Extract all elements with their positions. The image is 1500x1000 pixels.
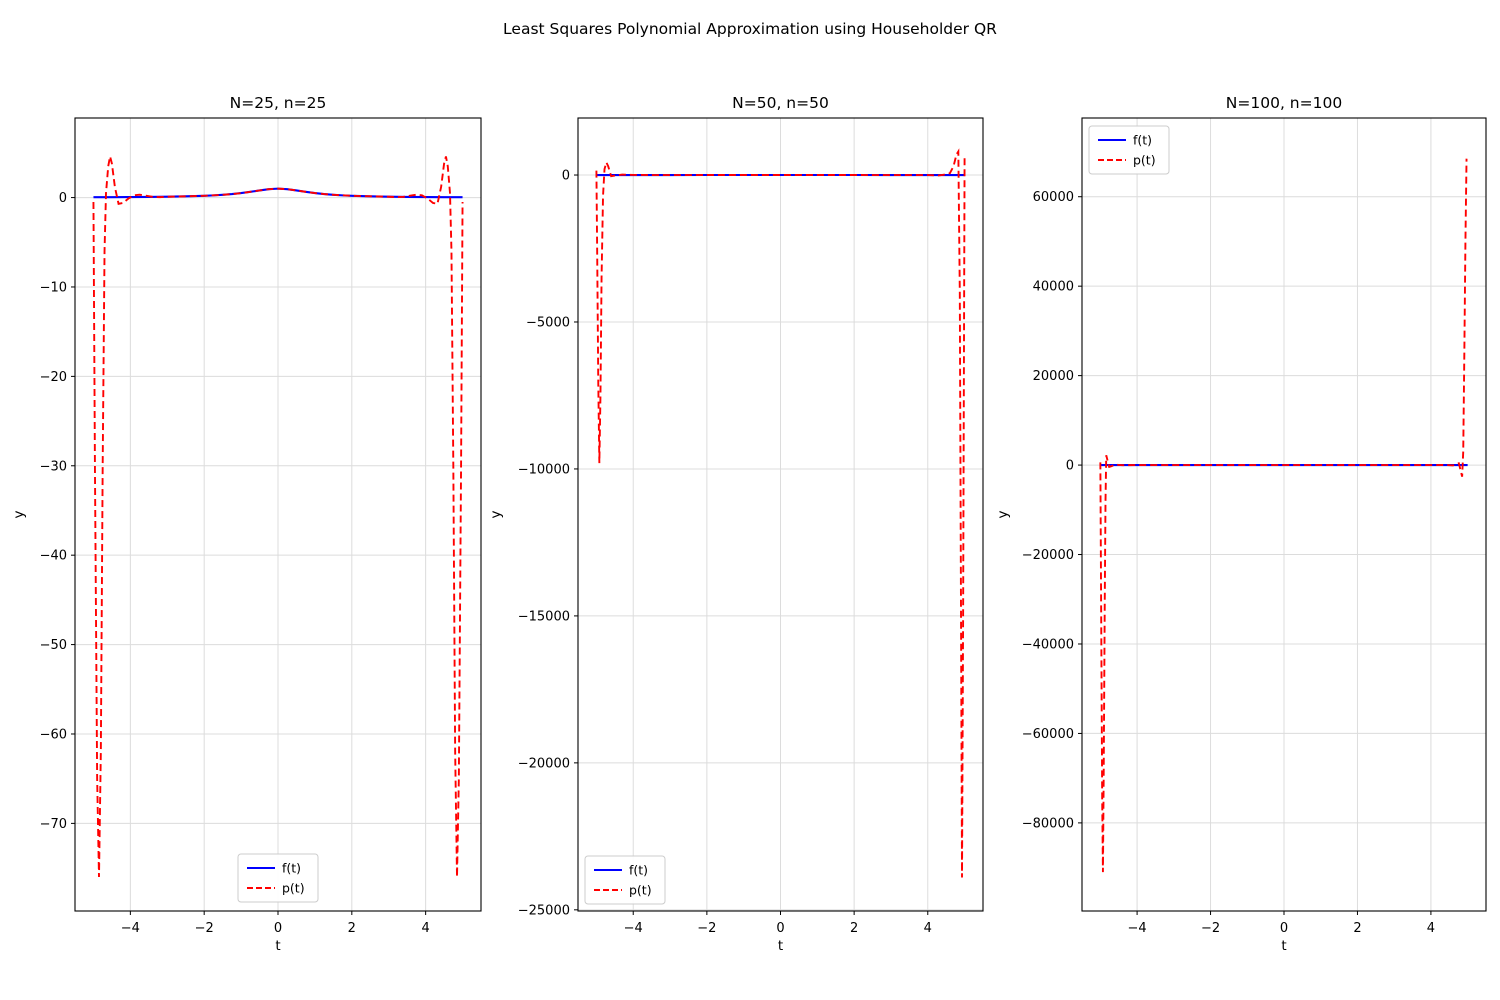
legend-label-pt: p(t) [282,881,305,896]
x-axis-label: t [778,938,783,954]
y-tick-label: 40000 [1033,280,1074,295]
x-tick-label: −4 [121,921,140,936]
y-tick-label: 0 [1066,459,1074,474]
x-tick-label: −2 [1201,921,1220,936]
x-tick-label: 2 [348,921,356,936]
y-tick-label: −70 [40,817,67,832]
legend-label-ft: f(t) [629,863,648,878]
x-tick-label: 0 [274,921,282,936]
legend-box [1088,125,1170,175]
x-tick-label: 2 [1353,921,1361,936]
legend: f(t) p(t) [584,855,666,905]
x-tick-label: −4 [1128,921,1147,936]
x-axis-label: t [1281,938,1286,954]
y-tick-label: −25000 [518,903,570,918]
grid [578,118,983,911]
y-tick-label: −15000 [518,609,570,624]
x-tick-label: 0 [776,921,784,936]
y-tick-label: −30 [40,459,67,474]
y-tick-label: 0 [59,191,67,206]
x-tick-label: 4 [421,921,429,936]
y-tick-label: −60 [40,727,67,742]
y-tick-label: −10 [40,280,67,295]
curve-pt [1099,158,1468,873]
legend-box [584,855,666,905]
y-tick-label: −20000 [518,756,570,771]
subplot-3: −4 −2 0 2 4 60000 40000 20000 0 −20000 −40000 −6000… [995,94,1487,954]
y-tick-label: −5000 [526,315,570,330]
y-axis-label: y [11,511,27,519]
subplot-title: N=50, n=50 [732,94,829,112]
legend: f(t) p(t) [237,853,319,903]
x-tick-label: 0 [1280,921,1288,936]
y-tick-label: 20000 [1033,369,1074,384]
x-tick-label: −2 [697,921,716,936]
x-tick-label: −2 [195,921,214,936]
curve-pt [92,156,464,878]
legend-box [237,853,319,903]
legend-label-ft: f(t) [1133,133,1152,148]
figure-title: Least Squares Polynomial Approximation u… [503,20,997,38]
grid [75,118,481,911]
y-tick-label: −40 [40,549,67,564]
subplot-2: −4 −2 0 2 4 0 −5000 −10000 −15000 −20000 −25000 N=5… [488,94,984,954]
x-tick-label: −4 [624,921,643,936]
legend-label-pt: p(t) [629,883,652,898]
y-axis-label: y [995,511,1011,519]
x-tick-label: 4 [1427,921,1435,936]
y-tick-label: −60000 [1022,727,1074,742]
x-tick-label: 4 [924,921,932,936]
y-tick-label: −80000 [1022,816,1074,831]
subplot-title: N=100, n=100 [1226,94,1342,112]
legend-label-ft: f(t) [282,861,301,876]
y-tick-label: −50 [40,638,67,653]
curve-pt [595,148,966,878]
legend: f(t) p(t) [1088,125,1170,175]
y-tick-label: −20000 [1022,548,1074,563]
x-tick-label: 2 [850,921,858,936]
subplot-1: −4 −2 0 2 40−10−20−30−40−50−60−70N=25, n=25t… [11,94,482,954]
y-tick-label: 0 [562,169,570,184]
y-tick-label: −40000 [1022,637,1074,652]
subplot-title: N=25, n=25 [230,94,327,112]
y-tick-label: −20 [40,370,67,385]
grid [1082,118,1486,911]
legend-label-pt: p(t) [1133,153,1156,168]
y-tick-label: −10000 [518,462,570,477]
x-axis-label: t [275,938,280,954]
y-axis-label: y [488,511,504,519]
y-tick-label: 60000 [1033,190,1074,205]
